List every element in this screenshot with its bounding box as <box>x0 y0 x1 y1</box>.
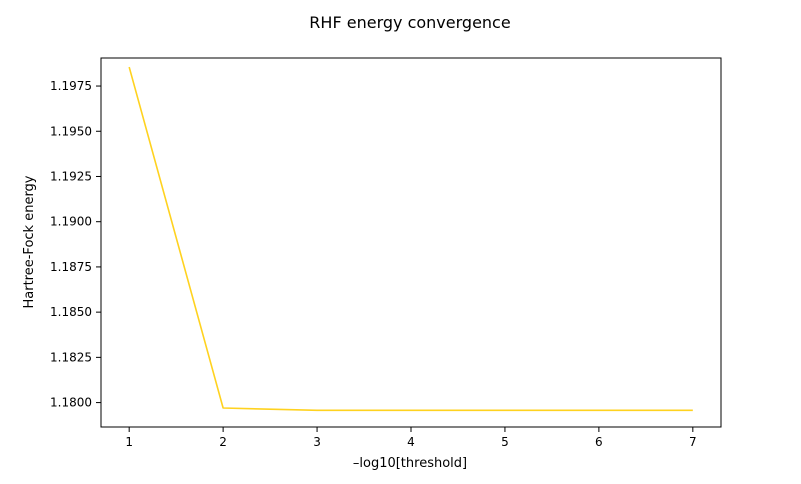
x-tick-label: 3 <box>313 435 321 449</box>
y-tick-label: 1.1900 <box>50 215 92 229</box>
plot-area <box>101 58 721 427</box>
x-tick-label: 7 <box>689 435 697 449</box>
x-axis-label: –log10[threshold] <box>353 456 467 471</box>
y-tick-label: 1.1825 <box>50 350 92 364</box>
y-tick-label: 1.1950 <box>50 124 92 138</box>
y-tick-label: 1.1850 <box>50 305 92 319</box>
y-tick-label: 1.1800 <box>50 396 92 410</box>
chart-title: RHF energy convergence <box>309 13 510 32</box>
y-tick-label: 1.1875 <box>50 260 92 274</box>
y-tick-label: 1.1975 <box>50 79 92 93</box>
x-tick-label: 2 <box>219 435 227 449</box>
x-axis: 1 2 3 4 5 6 7 <box>125 427 696 449</box>
y-axis: 1.1800 1.1825 1.1850 1.1875 1.1900 1.1925 1.19… <box>50 79 101 410</box>
y-tick-label: 1.1925 <box>50 169 92 183</box>
x-tick-label: 1 <box>125 435 133 449</box>
y-axis-label: Hartree-Fock energy <box>22 175 37 308</box>
x-tick-label: 6 <box>595 435 603 449</box>
series-layer <box>129 67 693 410</box>
x-tick-label: 4 <box>407 435 415 449</box>
series-line-0 <box>129 67 693 410</box>
x-tick-label: 5 <box>501 435 509 449</box>
